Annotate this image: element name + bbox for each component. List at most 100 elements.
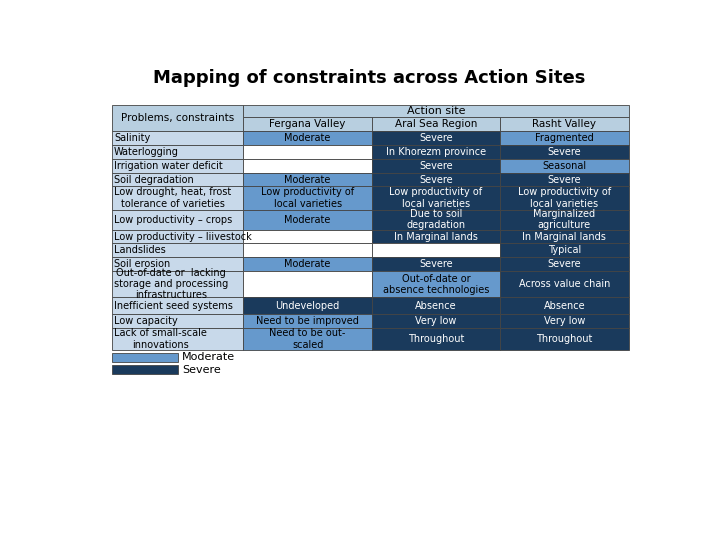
Text: Severe: Severe — [548, 147, 581, 157]
Bar — [112, 173, 243, 186]
Text: Fergana Valley: Fergana Valley — [269, 119, 346, 129]
Text: In Marginal lands: In Marginal lands — [523, 232, 606, 241]
Text: Throughout: Throughout — [408, 334, 464, 344]
Bar — [112, 257, 243, 271]
Text: Low productivity of
local varieties: Low productivity of local varieties — [390, 187, 482, 208]
Text: Rasht Valley: Rasht Valley — [532, 119, 596, 129]
Bar — [372, 230, 500, 244]
Bar — [243, 328, 372, 350]
Bar — [243, 117, 372, 131]
Bar — [243, 173, 372, 186]
Bar — [243, 186, 372, 210]
Text: Landslides: Landslides — [114, 245, 166, 255]
Text: Action site: Action site — [407, 106, 465, 116]
Bar — [372, 210, 500, 230]
Text: Irrigation water deficit: Irrigation water deficit — [114, 161, 222, 171]
Text: Severe: Severe — [419, 133, 453, 143]
Text: In Khorezm province: In Khorezm province — [386, 147, 486, 157]
Bar — [112, 159, 243, 173]
Bar — [243, 159, 372, 173]
Text: Need to be improved: Need to be improved — [256, 316, 359, 326]
Bar — [372, 159, 500, 173]
Bar — [372, 328, 500, 350]
Bar — [372, 257, 500, 271]
Text: Lack of small-scale
innovations: Lack of small-scale innovations — [114, 328, 207, 349]
Text: Low capacity: Low capacity — [114, 316, 178, 326]
Bar — [243, 244, 372, 257]
Bar — [112, 230, 243, 244]
Bar — [500, 244, 629, 257]
Bar — [112, 298, 243, 314]
Bar — [243, 314, 372, 328]
Text: Absence: Absence — [544, 301, 585, 311]
Bar — [500, 117, 629, 131]
Text: Very low: Very low — [544, 316, 585, 326]
Bar — [500, 210, 629, 230]
Bar — [372, 117, 500, 131]
Bar — [112, 365, 178, 374]
Text: Waterlogging: Waterlogging — [114, 147, 179, 157]
Bar — [243, 298, 372, 314]
Text: Severe: Severe — [419, 174, 453, 185]
Text: Moderate: Moderate — [284, 214, 330, 225]
Bar — [372, 298, 500, 314]
Bar — [500, 173, 629, 186]
Text: Low productivity – liivestock: Low productivity – liivestock — [114, 232, 252, 241]
Bar — [243, 105, 629, 117]
Bar — [500, 298, 629, 314]
Bar — [500, 145, 629, 159]
Bar — [243, 210, 372, 230]
Bar — [372, 173, 500, 186]
Text: Moderate: Moderate — [284, 259, 330, 269]
Text: Low productivity of
local varieties: Low productivity of local varieties — [261, 187, 354, 208]
Bar — [112, 353, 178, 362]
Bar — [372, 186, 500, 210]
Text: Soil erosion: Soil erosion — [114, 259, 170, 269]
Bar — [500, 257, 629, 271]
Text: Typical: Typical — [548, 245, 581, 255]
Bar — [372, 131, 500, 145]
Bar — [372, 244, 500, 257]
Bar — [372, 314, 500, 328]
Text: Fragmented: Fragmented — [535, 133, 594, 143]
Text: Moderate: Moderate — [182, 353, 235, 362]
Text: Low drought, heat, frost
tolerance of varieties: Low drought, heat, frost tolerance of va… — [114, 187, 231, 208]
Text: Inefficient seed systems: Inefficient seed systems — [114, 301, 233, 311]
Text: Moderate: Moderate — [284, 174, 330, 185]
Text: Very low: Very low — [415, 316, 456, 326]
Bar — [500, 131, 629, 145]
Text: Out-of-date or  lacking
storage and processing
infrastructures: Out-of-date or lacking storage and proce… — [114, 268, 228, 300]
Text: Absence: Absence — [415, 301, 457, 311]
Bar — [500, 186, 629, 210]
Text: Low productivity – crops: Low productivity – crops — [114, 214, 233, 225]
Text: Low productivity of
local varieties: Low productivity of local varieties — [518, 187, 611, 208]
Text: Soil degradation: Soil degradation — [114, 174, 194, 185]
Text: Severe: Severe — [548, 259, 581, 269]
Bar — [243, 271, 372, 298]
Bar — [112, 210, 243, 230]
Bar — [243, 131, 372, 145]
Bar — [372, 145, 500, 159]
Text: Throughout: Throughout — [536, 334, 593, 344]
Bar — [500, 271, 629, 298]
Bar — [500, 328, 629, 350]
Bar — [112, 186, 243, 210]
Text: Due to soil
degradation: Due to soil degradation — [407, 209, 466, 230]
Text: Salinity: Salinity — [114, 133, 150, 143]
Bar — [112, 105, 243, 131]
Text: Across value chain: Across value chain — [518, 279, 610, 289]
Text: Out-of-date or
absence technologies: Out-of-date or absence technologies — [383, 274, 489, 295]
Bar — [243, 145, 372, 159]
Text: In Marginal lands: In Marginal lands — [394, 232, 478, 241]
Text: Moderate: Moderate — [284, 133, 330, 143]
Bar — [372, 271, 500, 298]
Bar — [112, 314, 243, 328]
Text: Seasonal: Seasonal — [542, 161, 587, 171]
Bar — [112, 271, 243, 298]
Text: Marginalized
agriculture: Marginalized agriculture — [534, 209, 595, 230]
Bar — [112, 244, 243, 257]
Bar — [243, 257, 372, 271]
Text: Mapping of constraints across Action Sites: Mapping of constraints across Action Sit… — [153, 69, 585, 86]
Text: Aral Sea Region: Aral Sea Region — [395, 119, 477, 129]
Text: Severe: Severe — [419, 161, 453, 171]
